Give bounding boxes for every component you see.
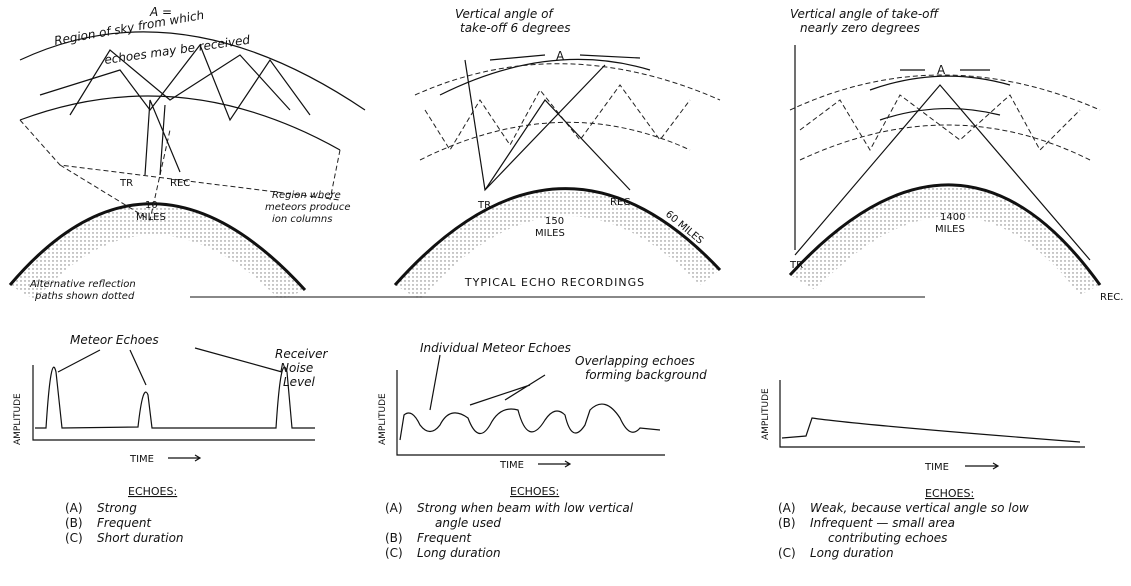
sky-outer: [439, 58, 651, 96]
annotation: Overlapping echoes: [575, 354, 695, 368]
item-text: Infrequent — small area: [810, 516, 955, 530]
distance: 10: [145, 200, 158, 211]
item-letter: (C): [65, 531, 83, 545]
arrow: [538, 460, 572, 468]
note: Region where: [272, 190, 341, 201]
recording-2: Individual Meteor Echoes Overlapping ech…: [378, 341, 707, 498]
item-text: Long duration: [417, 546, 501, 560]
earth: [393, 187, 722, 286]
footnote: paths shown dotted: [34, 291, 135, 302]
heading: take-off 6 degrees: [460, 21, 571, 35]
echo-lists: (A) Strong (B) Frequent (C) Short duration (A)…: [65, 501, 1029, 560]
item-text: Strong: [97, 501, 137, 515]
trace: [399, 403, 661, 441]
unit: MILES: [136, 212, 166, 223]
unit: MILES: [535, 228, 565, 239]
dotted-paths: [19, 119, 341, 221]
distance: 150: [545, 216, 564, 227]
y-axis: AMPLITUDE: [13, 393, 23, 445]
item-letter: (A): [65, 501, 83, 515]
axes: [779, 380, 1085, 448]
panel-3: Vertical angle of take-off nearly zero d…: [788, 7, 1123, 303]
item-letter: (C): [385, 546, 403, 560]
item-text: Long duration: [810, 546, 894, 560]
item-text: Strong when beam with low vertical: [417, 501, 634, 515]
list-title: ECHOES:: [925, 487, 974, 500]
x-axis: TIME: [499, 460, 524, 471]
y-axis: AMPLITUDE: [378, 393, 388, 445]
panel-1: A = Region of sky from which echoes may …: [8, 5, 366, 302]
annotation: Noise: [280, 361, 313, 375]
heading: Vertical angle of take-off: [790, 7, 940, 21]
y-axis: AMPLITUDE: [761, 388, 771, 440]
item-text: Short duration: [97, 531, 184, 545]
item-letter: (A): [385, 501, 403, 515]
note: meteors produce: [265, 202, 351, 213]
item-letter: (A): [778, 501, 796, 515]
item-text: contributing echoes: [828, 531, 947, 545]
arrow: [168, 454, 202, 462]
note: ion columns: [272, 214, 332, 225]
rec: REC.: [610, 197, 633, 208]
annotation: forming background: [585, 368, 707, 382]
footnote: Alternative reflection: [29, 279, 136, 290]
trace: [35, 366, 315, 429]
unit: MILES: [935, 224, 965, 235]
heading: nearly zero degrees: [800, 21, 920, 35]
annotation: Level: [283, 375, 316, 389]
heading: Vertical angle of: [455, 7, 554, 21]
axes: [32, 365, 315, 441]
trace: [781, 417, 1081, 443]
item-text: Weak, because vertical angle so low: [810, 501, 1029, 515]
arrow: [965, 462, 1000, 470]
rec: REC: [170, 178, 190, 189]
item-text: Frequent: [97, 516, 152, 530]
a-bracket: [489, 54, 641, 61]
item-letter: (B): [778, 516, 796, 530]
region: A: [556, 49, 565, 63]
item-letter: (B): [385, 531, 403, 545]
leaders: [429, 354, 546, 411]
heading: A =: [149, 5, 172, 19]
region: A: [937, 63, 946, 77]
list-title: ECHOES:: [510, 485, 559, 498]
item-text: angle used: [435, 516, 501, 530]
rays: [794, 45, 1091, 261]
annotation: Receiver: [275, 347, 329, 361]
rays: [144, 99, 181, 176]
item-text: Frequent: [417, 531, 472, 545]
earth-shade: [790, 184, 1100, 295]
section-title: TYPICAL ECHO RECORDINGS: [464, 276, 645, 289]
earth: [788, 183, 1102, 286]
x-axis: TIME: [924, 462, 949, 473]
hatch: [424, 84, 691, 151]
hatch: [39, 43, 311, 122]
hatch: [789, 74, 1101, 161]
sky-outer: [19, 31, 366, 111]
list-title: ECHOES:: [128, 485, 177, 498]
rec: REC.: [1100, 292, 1123, 303]
tr: TR: [119, 178, 133, 189]
annotation: Meteor Echoes: [70, 333, 159, 347]
tr: TR: [477, 200, 491, 211]
recording-3: AMPLITUDE TIME ECHOES:: [761, 380, 1085, 500]
annotation: Individual Meteor Echoes: [420, 341, 571, 355]
sky-inner: [19, 95, 341, 151]
item-letter: (B): [65, 516, 83, 530]
axes: [396, 370, 665, 456]
distance: 1400: [940, 212, 965, 223]
x-axis: TIME: [129, 454, 154, 465]
item-letter: (C): [778, 546, 796, 560]
sky: [869, 75, 1011, 121]
panel-2: Vertical angle of take-off 6 degrees A T…: [393, 7, 722, 300]
leaders: [57, 347, 283, 386]
tr: TR: [789, 260, 803, 271]
sky-dotted: [414, 63, 721, 161]
rays: [464, 59, 631, 192]
recording-1: Meteor Echoes Receiver Noise Level AMPLI…: [13, 333, 329, 498]
